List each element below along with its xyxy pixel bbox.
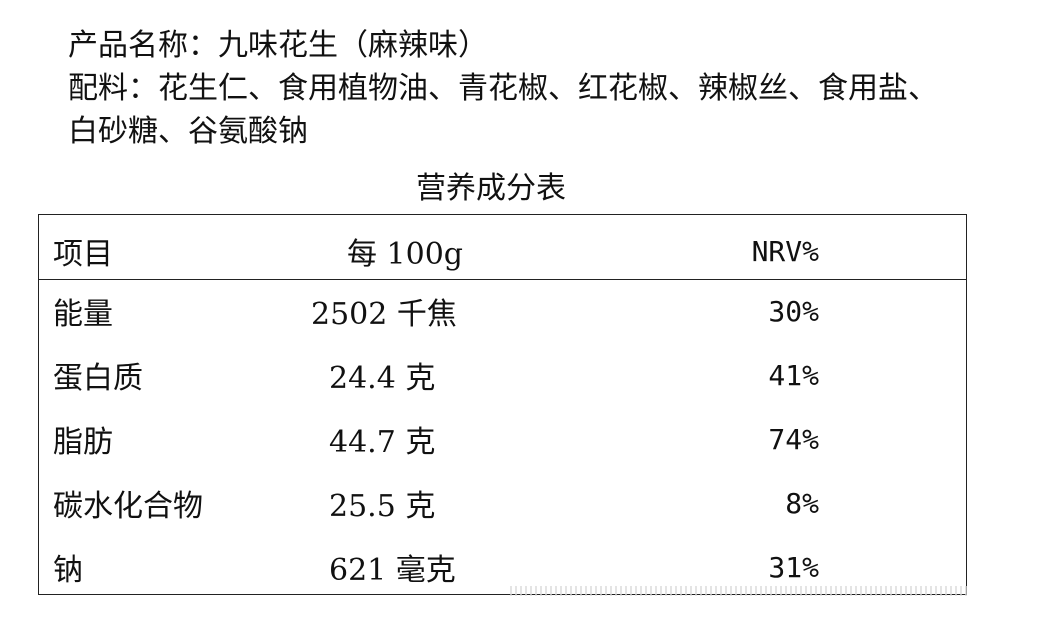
ingredients-line-1: 配料：花生仁、食用植物油、青花椒、红花椒、辣椒丝、食用盐、 bbox=[68, 71, 938, 106]
row-nrv: 31% bbox=[768, 550, 819, 584]
table-header-row: 项目 每 100g NRV% bbox=[39, 223, 966, 280]
product-name: 产品名称：九味花生（麻辣味） bbox=[68, 28, 488, 63]
product-info: 产品名称：九味花生（麻辣味） 配料：花生仁、食用植物油、青花椒、红花椒、辣椒丝、… bbox=[68, 24, 1028, 153]
scan-artifact-dots bbox=[510, 586, 970, 596]
row-item: 碳水化合物 bbox=[53, 489, 203, 524]
row-nrv: 74% bbox=[768, 422, 819, 456]
row-value: 621 毫克 bbox=[329, 553, 456, 588]
row-nrv: 8% bbox=[785, 486, 819, 520]
header-nrv: NRV% bbox=[751, 234, 819, 268]
row-value: 24.4 克 bbox=[329, 361, 436, 396]
row-item: 蛋白质 bbox=[53, 361, 143, 396]
row-value: 25.5 克 bbox=[329, 489, 436, 524]
row-item: 脂肪 bbox=[53, 425, 113, 460]
row-value: 2502 千焦 bbox=[311, 297, 457, 332]
table-row: 脂肪 44.7 克 74% bbox=[39, 407, 966, 471]
row-item: 钠 bbox=[53, 553, 83, 588]
table-row: 能量 2502 千焦 30% bbox=[39, 279, 966, 343]
table-row: 碳水化合物 25.5 克 8% bbox=[39, 471, 966, 535]
row-nrv: 41% bbox=[768, 358, 819, 392]
row-item: 能量 bbox=[53, 297, 113, 332]
header-item: 项目 bbox=[53, 237, 113, 272]
nutrition-table-title: 营养成分表 bbox=[416, 171, 566, 206]
header-per-100g: 每 100g bbox=[347, 237, 464, 272]
nutrition-table: 项目 每 100g NRV% 能量 2502 千焦 30% 蛋白质 24.4 克… bbox=[38, 214, 967, 595]
row-value: 44.7 克 bbox=[329, 425, 436, 460]
table-row: 蛋白质 24.4 克 41% bbox=[39, 343, 966, 407]
ingredients-line-2: 白砂糖、谷氨酸钠 bbox=[68, 114, 308, 149]
row-nrv: 30% bbox=[768, 294, 819, 328]
table-row: 钠 621 毫克 31% bbox=[39, 535, 966, 599]
